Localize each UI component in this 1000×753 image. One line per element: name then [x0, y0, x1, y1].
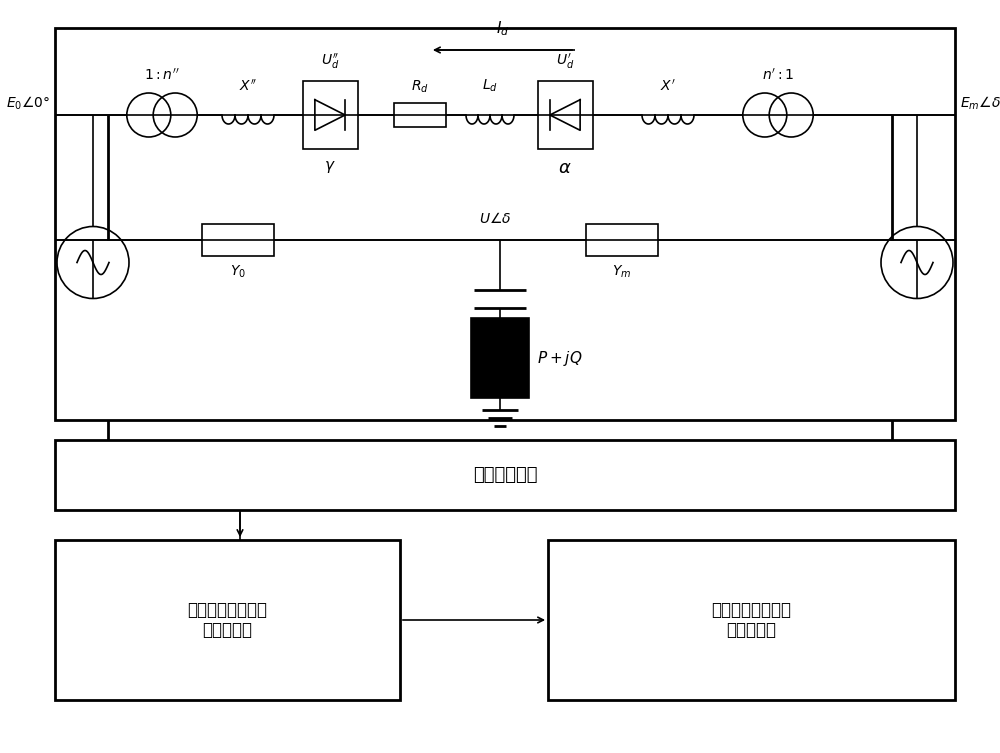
Text: $X'$: $X'$ [660, 79, 676, 94]
Bar [538, 81, 592, 149]
Bar [302, 81, 358, 149]
Text: $U\angle\delta$: $U\angle\delta$ [479, 211, 511, 226]
Text: $Y_0$: $Y_0$ [230, 264, 246, 280]
Bar [55, 440, 955, 510]
Text: $R_d$: $R_d$ [411, 78, 429, 95]
Bar [55, 540, 400, 700]
Text: $n':1$: $n':1$ [762, 68, 794, 83]
Bar [55, 28, 955, 420]
Bar [471, 318, 529, 398]
Text: $I_d$: $I_d$ [496, 20, 509, 38]
Bar [202, 224, 274, 256]
Text: 交直流输电系统混
沌报警模块: 交直流输电系统混 沌报警模块 [712, 601, 792, 639]
Text: $\alpha$: $\alpha$ [558, 159, 572, 177]
Bar [394, 103, 446, 127]
Text: $X''$: $X''$ [239, 79, 257, 94]
Text: $U_d'$: $U_d'$ [556, 52, 574, 71]
Text: 最大李雅普诺夯指
数计算模块: 最大李雅普诺夯指 数计算模块 [188, 601, 268, 639]
Text: $L_d$: $L_d$ [482, 78, 498, 94]
Text: $E_0\angle0°$: $E_0\angle0°$ [6, 94, 50, 111]
Text: $Y_m$: $Y_m$ [612, 264, 632, 280]
Text: 信号采集模块: 信号采集模块 [473, 466, 537, 484]
Bar [586, 224, 658, 256]
Text: $1:n''$: $1:n''$ [144, 68, 180, 83]
Text: $P+jQ$: $P+jQ$ [537, 349, 583, 367]
Text: $\gamma$: $\gamma$ [324, 159, 336, 175]
Text: $U_d''$: $U_d''$ [321, 52, 339, 71]
Bar [548, 540, 955, 700]
Text: $E_m\angle\delta_m$: $E_m\angle\delta_m$ [960, 94, 1000, 111]
